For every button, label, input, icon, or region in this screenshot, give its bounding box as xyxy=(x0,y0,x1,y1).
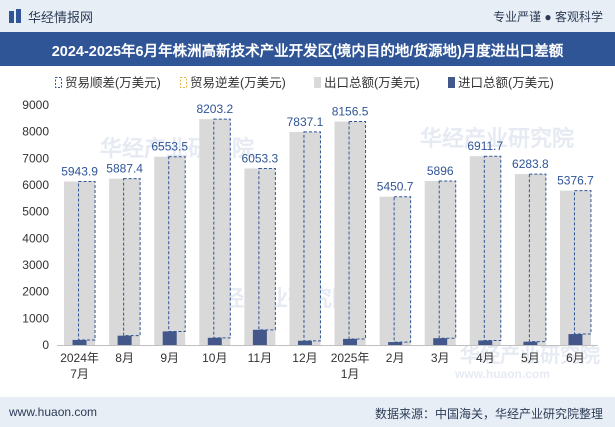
x-tick-label: 2024年 xyxy=(60,351,99,365)
x-tick-label: 5月 xyxy=(521,351,540,365)
import-bar xyxy=(523,341,538,345)
data-label: 5943.9 xyxy=(61,165,98,179)
x-tick-label: 2月 xyxy=(386,351,405,365)
import-bar xyxy=(388,342,403,345)
export-bar xyxy=(289,131,321,345)
x-tick-label: 4月 xyxy=(476,351,495,365)
x-tick-label: 12月 xyxy=(292,351,317,365)
import-bar xyxy=(478,340,493,345)
export-bar xyxy=(199,119,231,345)
legend-swatch-surplus xyxy=(55,77,62,88)
data-label: 5450.7 xyxy=(377,180,414,194)
legend-label: 贸易顺差(万美元) xyxy=(65,76,161,90)
chart-area: 华经产业研究院 华经产业研究院华经产业研究院华经产业研究院www.huaon.co… xyxy=(22,75,600,381)
surplus-bar xyxy=(168,156,186,332)
y-tick-label: 8000 xyxy=(22,125,49,139)
top-banner: 华经情报网 专业严谨 ● 客观科学 xyxy=(0,0,615,32)
import-bar xyxy=(433,338,448,345)
legend-swatch-deficit xyxy=(180,77,187,88)
legend-label: 出口总额(万美元) xyxy=(324,76,420,90)
x-tick-label: 9月 xyxy=(160,351,179,365)
legend-label: 进口总额(万美元) xyxy=(458,76,554,90)
surplus-bar xyxy=(123,178,141,337)
data-label: 8203.2 xyxy=(196,102,233,116)
import-bar xyxy=(207,337,222,345)
x-tick-label: 10月 xyxy=(202,351,227,365)
logo-icon xyxy=(9,9,21,23)
data-label-layer: 5943.9 5887.4 6553.5 8203.2 6053.3 7837.1 8156… xyxy=(61,102,594,194)
footer-url: www.huaon.com xyxy=(9,405,98,419)
y-tick-label: 7000 xyxy=(22,151,49,165)
x-tick-label: 2025年 xyxy=(331,351,370,365)
data-label: 5887.4 xyxy=(106,162,143,176)
data-label: 7837.1 xyxy=(287,115,324,129)
export-bar xyxy=(154,156,186,345)
export-bar xyxy=(559,190,591,345)
bar-layer xyxy=(64,118,592,346)
chart-legend: 贸易顺差(万美元) 贸易逆差(万美元) 出口总额(万美元) 进口总额(万美元) xyxy=(55,75,554,90)
export-bar xyxy=(379,196,411,345)
footer-bar: www.huaon.com 数据来源：中国海关，华经产业研究院整理 xyxy=(0,397,615,427)
y-tick-label: 6000 xyxy=(22,178,49,192)
x-tick-label: 11月 xyxy=(248,351,272,365)
import-bar xyxy=(343,338,358,345)
import-bar xyxy=(568,334,583,345)
data-label: 6553.5 xyxy=(151,140,188,154)
export-bar xyxy=(469,156,501,345)
data-label: 5896 xyxy=(427,164,454,178)
tagline: 专业严谨 ● 客观科学 xyxy=(493,10,603,24)
data-label: 5376.7 xyxy=(557,174,594,188)
data-source: 数据来源：中国海关，华经产业研究院整理 xyxy=(374,407,603,421)
export-bar xyxy=(244,168,276,345)
data-label: 6911.7 xyxy=(467,139,503,153)
surplus-bar xyxy=(213,118,231,339)
title-bar: 2024-2025年6月年株洲高新技术产业开发区(境内目的地/货源地)月度进出口… xyxy=(0,32,615,66)
export-bar xyxy=(334,121,366,346)
y-tick-label: 3000 xyxy=(22,258,49,272)
import-bar xyxy=(117,335,132,345)
chart-title: 2024-2025年6月年株洲高新技术产业开发区(境内目的地/货源地)月度进出口… xyxy=(51,44,564,60)
import-bar xyxy=(162,331,177,345)
legend-label: 贸易逆差(万美元) xyxy=(190,75,286,90)
watermark-text: 华经产业研究院 xyxy=(460,343,600,367)
legend-swatch-import xyxy=(448,77,455,88)
x-tick-label: 8月 xyxy=(115,351,134,365)
import-bar xyxy=(252,329,267,345)
surplus-bar xyxy=(528,173,547,343)
surplus-bar xyxy=(303,131,321,342)
surplus-bar xyxy=(393,196,412,343)
y-tick-label: 2000 xyxy=(22,285,49,299)
y-tick-label: 0 xyxy=(42,338,49,352)
x-tick-label: 6月 xyxy=(566,351,585,365)
surplus-bar xyxy=(78,181,96,341)
data-label: 6053.3 xyxy=(242,151,279,165)
export-bar xyxy=(514,174,546,345)
surplus-bar xyxy=(348,121,367,340)
x-tick-label: 1月 xyxy=(341,367,360,381)
watermark-url: www.huaon.com xyxy=(454,367,550,381)
export-bar xyxy=(424,181,456,345)
brand-name: 华经情报网 xyxy=(28,10,94,25)
x-tick-label: 7月 xyxy=(70,367,89,381)
y-axis: 0 1000 2000 3000 4000 5000 6000 7000 8000 9000 xyxy=(22,98,49,352)
data-label: 8156.5 xyxy=(332,105,369,119)
import-bar xyxy=(297,340,312,345)
export-bar xyxy=(109,178,141,345)
legend-swatch-export xyxy=(314,77,321,88)
surplus-bar xyxy=(438,180,457,339)
x-axis: 2024年 7月 8月 9月 10月 11月 12月 2025年 1月 2月 3月 4月 5月 6月 xyxy=(57,345,598,381)
y-tick-label: 9000 xyxy=(22,98,49,112)
y-tick-label: 5000 xyxy=(22,205,49,219)
x-tick-label: 3月 xyxy=(431,351,450,365)
import-bar xyxy=(72,339,87,345)
watermark-text: 华经产业研究院 xyxy=(420,126,574,151)
data-label: 6283.8 xyxy=(512,157,549,171)
surplus-bar xyxy=(258,167,276,331)
y-tick-label: 1000 xyxy=(22,311,49,325)
y-tick-label: 4000 xyxy=(22,231,49,245)
export-bar xyxy=(64,181,96,345)
